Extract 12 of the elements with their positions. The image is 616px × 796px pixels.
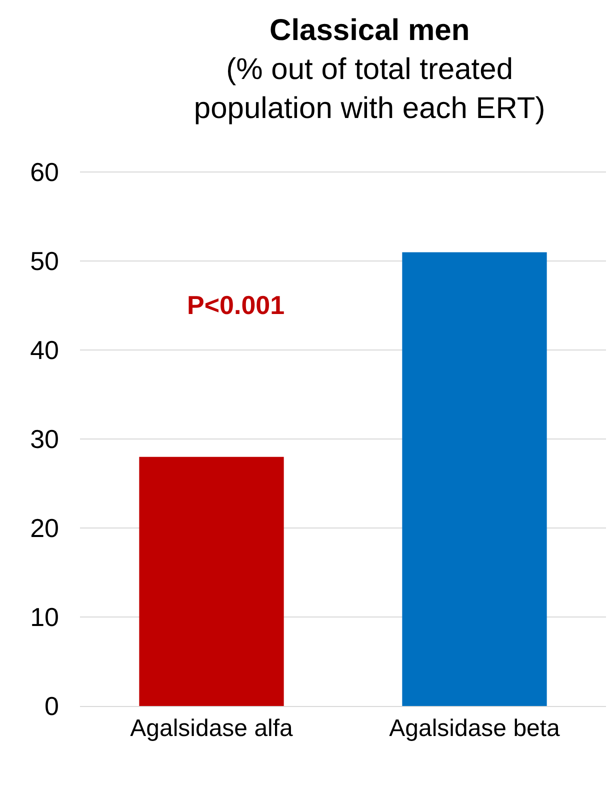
annotation: P<0.001 [187,290,285,320]
y-tick-label: 60 [30,157,59,188]
y-tick-label: 30 [30,424,59,454]
y-tick-label: 20 [30,513,59,544]
chart-subtitle: (% out of total treated population with each ERT) [194,52,546,125]
x-tick-label: Agalsidase beta [389,714,561,742]
y-tick-label: 0 [44,691,59,722]
x-tick-label: Agalsidase alfa [130,714,294,742]
y-tick-label: 10 [30,602,59,632]
chart-title: Classical men [270,14,470,47]
y-tick-label: 40 [30,335,59,366]
y-tick-label: 50 [30,246,59,276]
